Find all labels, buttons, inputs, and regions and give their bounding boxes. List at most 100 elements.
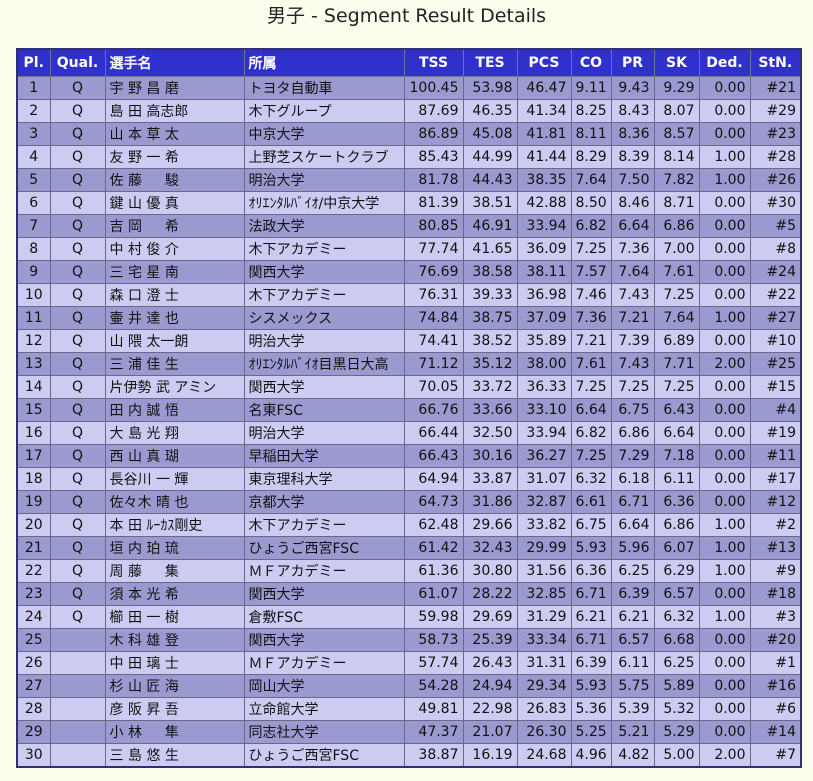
club-cell: 倉敷FSC — [243, 605, 405, 629]
start-number-cell: #20 — [749, 628, 802, 652]
skater-name-cell[interactable]: 山 本 草 太 — [104, 122, 245, 146]
pcs-cell: 38.11 — [516, 260, 572, 284]
skater-name-cell[interactable]: 島 田 高志郎 — [104, 99, 245, 123]
deduction-cell: 1.00 — [698, 513, 751, 537]
pr-cell: 7.43 — [610, 352, 655, 376]
skater-name-cell[interactable]: 三 浦 佳 生 — [104, 352, 245, 376]
skater-name-cell[interactable]: 鍵 山 優 真 — [104, 191, 245, 215]
sk-cell: 6.11 — [653, 467, 700, 491]
skater-name-cell[interactable]: 森 口 澄 士 — [104, 283, 245, 307]
tss-cell: 70.05 — [403, 375, 464, 399]
start-number-cell: #21 — [749, 76, 802, 100]
deduction-cell: 0.00 — [698, 237, 751, 261]
skater-name-cell[interactable]: 友 野 一 希 — [104, 145, 245, 169]
tss-cell: 61.36 — [403, 559, 464, 583]
tss-cell: 100.45 — [403, 76, 464, 100]
tes-cell: 33.87 — [462, 467, 518, 491]
skater-name-cell[interactable]: 小 林 隼 — [104, 720, 245, 744]
column-header-sk[interactable]: SK — [653, 48, 700, 77]
skater-name-cell[interactable]: 山 隈 太一朗 — [104, 329, 245, 353]
tes-cell: 53.98 — [462, 76, 518, 100]
co-cell: 5.93 — [570, 536, 612, 560]
sk-cell: 6.57 — [653, 582, 700, 606]
pcs-cell: 41.81 — [516, 122, 572, 146]
skater-name-cell[interactable]: 田 内 誠 悟 — [104, 398, 245, 422]
skater-name-cell[interactable]: 垣 内 珀 琉 — [104, 536, 245, 560]
skater-name-cell[interactable]: 中 村 俊 介 — [104, 237, 245, 261]
sk-cell: 8.07 — [653, 99, 700, 123]
table-row: 26 中 田 璃 士 ＭＦアカデミー 57.74 26.43 31.31 6.39 6.11 6… — [16, 651, 802, 675]
place-cell: 15 — [16, 398, 51, 422]
tes-cell: 45.08 — [462, 122, 518, 146]
deduction-cell: 1.00 — [698, 306, 751, 330]
pcs-cell: 26.30 — [516, 720, 572, 744]
tes-cell: 32.50 — [462, 421, 518, 445]
skater-name-cell[interactable]: 長谷川 一 輝 — [104, 467, 245, 491]
skater-name-cell[interactable]: 佐 藤 駿 — [104, 168, 245, 192]
pr-cell: 7.43 — [610, 283, 655, 307]
pr-cell: 7.29 — [610, 444, 655, 468]
column-header-place[interactable]: Pl. — [16, 48, 51, 77]
skater-name-cell[interactable]: 三 島 悠 生 — [104, 743, 245, 768]
sk-cell: 5.29 — [653, 720, 700, 744]
sk-cell: 6.89 — [653, 329, 700, 353]
table-row: 17 Q 西 山 真 瑚早稲田大学 66.43 30.16 36.27 7.25 7.29 7.… — [16, 444, 802, 468]
skater-name-cell[interactable]: 壷 井 達 也 — [104, 306, 245, 330]
deduction-cell: 0.00 — [698, 214, 751, 238]
skater-name-cell[interactable]: 須 本 光 希 — [104, 582, 245, 606]
skater-name-cell[interactable]: 櫛 田 一 樹 — [104, 605, 245, 629]
column-header-co[interactable]: CO — [570, 48, 612, 77]
skater-name-cell[interactable]: 宇 野 昌 磨 — [104, 76, 245, 100]
skater-name-cell[interactable]: 大 島 光 翔 — [104, 421, 245, 445]
table-row: 18 Q 長谷川 一 輝東京理科大学 64.94 33.87 31.07 6.32 6.18 6… — [16, 467, 802, 491]
skater-name-cell[interactable]: 吉 岡 希 — [104, 214, 245, 238]
deduction-cell: 0.00 — [698, 398, 751, 422]
skater-name-cell[interactable]: 杉 山 匠 海 — [104, 674, 245, 698]
co-cell: 5.25 — [570, 720, 612, 744]
deduction-cell: 0.00 — [698, 375, 751, 399]
qual-cell: Q — [49, 398, 106, 422]
sk-cell: 9.29 — [653, 76, 700, 100]
skater-name-cell[interactable]: 佐々木 晴 也 — [104, 490, 245, 514]
place-cell: 21 — [16, 536, 51, 560]
table-row: 28 彦 阪 昇 吾立命館大学 49.81 22.98 26.83 5.36 5.39 5.3… — [16, 697, 802, 721]
skater-name-cell[interactable]: 本 田 ﾙｰｶｽ剛史 — [104, 513, 245, 537]
club-cell: ＭＦアカデミー — [243, 559, 405, 583]
skater-name-cell[interactable]: 西 山 真 瑚 — [104, 444, 245, 468]
column-header-name[interactable]: 選手名 — [104, 48, 245, 77]
place-cell: 25 — [16, 628, 51, 652]
column-header-stn[interactable]: StN. — [749, 48, 802, 77]
start-number-cell: #5 — [749, 214, 802, 238]
skater-name-cell[interactable]: 片伊勢 武 アミン — [104, 375, 245, 399]
sk-cell: 7.71 — [653, 352, 700, 376]
co-cell: 5.93 — [570, 674, 612, 698]
column-header-club[interactable]: 所属 — [243, 48, 405, 77]
column-header-pr[interactable]: PR — [610, 48, 655, 77]
column-header-ded[interactable]: Ded. — [698, 48, 751, 77]
column-header-tss[interactable]: TSS — [403, 48, 464, 77]
tes-cell: 33.66 — [462, 398, 518, 422]
qual-cell: Q — [49, 99, 106, 123]
tss-cell: 81.39 — [403, 191, 464, 215]
skater-name-cell[interactable]: 木 科 雄 登 — [104, 628, 245, 652]
place-cell: 19 — [16, 490, 51, 514]
club-cell: 中京大学 — [243, 122, 405, 146]
column-header-qual[interactable]: Qual. — [49, 48, 106, 77]
skater-name-cell[interactable]: 彦 阪 昇 吾 — [104, 697, 245, 721]
pcs-cell: 31.31 — [516, 651, 572, 675]
column-header-pcs[interactable]: PCS — [516, 48, 572, 77]
skater-name-cell[interactable]: 中 田 璃 士 — [104, 651, 245, 675]
co-cell: 6.82 — [570, 421, 612, 445]
column-header-tes[interactable]: TES — [462, 48, 518, 77]
skater-name-cell[interactable]: 三 宅 星 南 — [104, 260, 245, 284]
tss-cell: 66.43 — [403, 444, 464, 468]
co-cell: 6.39 — [570, 651, 612, 675]
skater-name-cell[interactable]: 周 藤 集 — [104, 559, 245, 583]
table-row: 22 Q 周 藤 集 ＭＦアカデミー 61.36 30.80 31.56 6.36 6.25 6.… — [16, 559, 802, 583]
qual-cell: Q — [49, 513, 106, 537]
co-cell: 8.50 — [570, 191, 612, 215]
